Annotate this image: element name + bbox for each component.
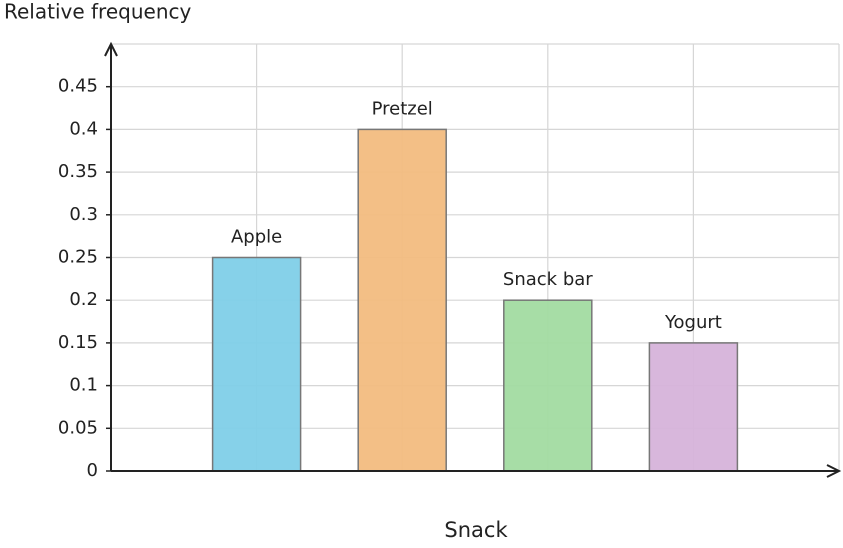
bar [357,128,447,472]
y-tick-label: 0.1 [69,375,98,396]
y-tick-label: 0.2 [69,289,98,310]
x-axis-title: Snack [444,518,508,542]
bar [211,256,302,472]
bar [503,299,593,472]
bar-label: Yogurt [664,312,722,333]
y-tick-label: 0.3 [69,204,98,225]
y-tick-label: 0.25 [58,247,98,268]
bar-label: Apple [231,227,282,248]
y-axis-title: Relative frequency [4,0,191,24]
y-tick-label: 0.45 [58,76,98,97]
bar-label: Snack bar [503,269,593,290]
y-tick-label: 0.05 [58,417,98,438]
x-axis-arrow [826,464,842,478]
y-tick-label: 0.35 [58,161,98,182]
bar [648,342,739,472]
bar-label: Pretzel [372,98,433,119]
y-tick-label: 0.4 [69,118,98,139]
y-axis-arrow [104,41,118,57]
y-tick-label: 0.15 [58,332,98,353]
y-tick-label: 0 [87,460,98,481]
